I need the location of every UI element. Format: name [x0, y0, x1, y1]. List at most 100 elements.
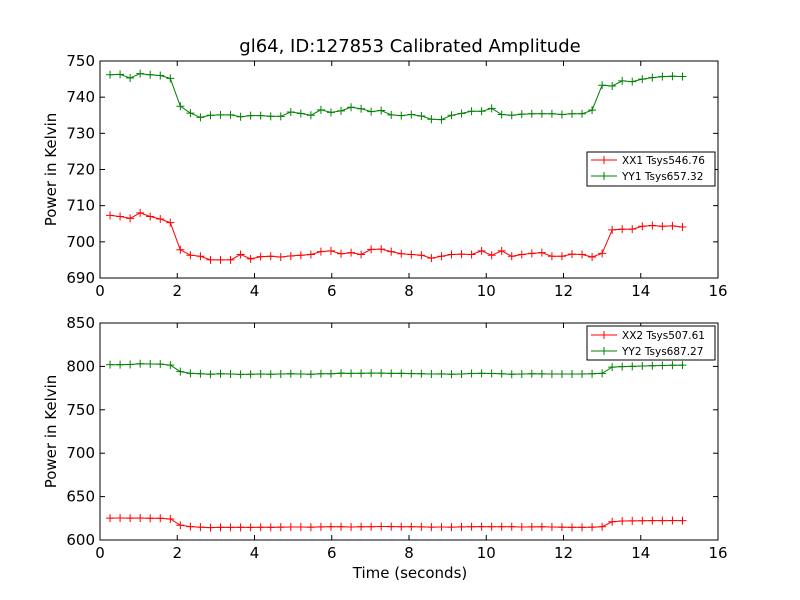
- data-point-xx1-tsys546-76: [557, 252, 566, 261]
- bottom-x-tick-label: 2: [172, 544, 182, 562]
- bottom-ticks: 0 2 4 6 8 10 12 14 16 600 650 700 750 800 850: [66, 314, 727, 562]
- data-point-yy1-tsys657-32: [357, 104, 366, 113]
- data-point-xx2-tsys507-61: [537, 522, 546, 531]
- data-point-yy1-tsys657-32: [668, 72, 677, 81]
- data-point-yy2-tsys687-27: [567, 369, 576, 378]
- data-point-yy2-tsys687-27: [256, 370, 265, 379]
- bottom-x-tick-label: 12: [554, 544, 573, 562]
- data-point-xx1-tsys546-76: [266, 252, 275, 261]
- data-point-xx1-tsys546-76: [136, 208, 145, 217]
- data-point-yy2-tsys687-27: [146, 359, 155, 368]
- top-ticks: 0 2 4 6 8 10 12 14 16 690 700 710 720 730 740 750: [66, 52, 727, 300]
- data-point-xx2-tsys507-61: [377, 522, 386, 531]
- data-point-xx1-tsys546-76: [608, 225, 617, 234]
- top-x-tick-label: 16: [708, 282, 727, 300]
- data-point-xx1-tsys546-76: [638, 222, 647, 231]
- series-line-xx2-tsys507-61: [109, 517, 683, 529]
- x-axis-label: Time (seconds): [352, 564, 468, 582]
- data-point-xx2-tsys507-61: [296, 522, 305, 531]
- data-point-xx1-tsys546-76: [357, 250, 366, 259]
- data-point-xx1-tsys546-76: [397, 249, 406, 258]
- bottom-x-tick-label: 6: [327, 544, 337, 562]
- data-point-xx1-tsys546-76: [497, 246, 506, 255]
- data-point-yy2-tsys687-27: [447, 370, 456, 379]
- data-point-yy1-tsys657-32: [347, 103, 356, 112]
- data-point-xx2-tsys507-61: [206, 523, 215, 532]
- data-point-yy1-tsys657-32: [477, 107, 486, 116]
- data-point-xx1-tsys546-76: [678, 223, 687, 232]
- legend-marker-xx1: [600, 156, 608, 164]
- data-point-yy2-tsys687-27: [578, 369, 587, 378]
- bottom-x-tick-label: 14: [631, 544, 650, 562]
- data-point-yy2-tsys687-27: [326, 369, 335, 378]
- legend-label-yy1: YY1 Tsys657.32: [621, 171, 703, 183]
- data-point-xx2-tsys507-61: [347, 522, 356, 531]
- data-point-xx1-tsys546-76: [537, 248, 546, 257]
- data-point-yy2-tsys687-27: [648, 361, 657, 370]
- data-point-xx1-tsys546-76: [598, 249, 607, 258]
- bottom-y-tick-label: 700: [66, 444, 95, 462]
- top-x-tick-label: 0: [95, 282, 105, 300]
- data-point-xx2-tsys507-61: [427, 523, 436, 532]
- data-point-yy1-tsys657-32: [567, 109, 576, 118]
- bottom-y-axis-label: Power in Kelvin: [42, 375, 60, 489]
- data-point-yy1-tsys657-32: [447, 111, 456, 120]
- data-point-xx2-tsys507-61: [578, 523, 587, 532]
- data-point-yy1-tsys657-32: [547, 109, 556, 118]
- data-point-yy1-tsys657-32: [286, 107, 295, 116]
- bottom-x-tick-label: 8: [404, 544, 414, 562]
- data-point-yy2-tsys687-27: [106, 360, 115, 369]
- data-point-xx2-tsys507-61: [527, 522, 536, 531]
- data-point-xx1-tsys546-76: [106, 211, 115, 220]
- data-point-xx1-tsys546-76: [236, 250, 245, 259]
- data-point-xx2-tsys507-61: [507, 522, 516, 531]
- data-point-yy2-tsys687-27: [266, 370, 275, 379]
- data-point-xx1-tsys546-76: [387, 247, 396, 256]
- data-point-yy1-tsys657-32: [236, 112, 245, 121]
- data-point-yy2-tsys687-27: [216, 369, 225, 378]
- data-point-xx2-tsys507-61: [216, 523, 225, 532]
- data-point-yy2-tsys687-27: [407, 369, 416, 378]
- data-point-yy1-tsys657-32: [467, 107, 476, 116]
- data-point-yy1-tsys657-32: [206, 111, 215, 120]
- data-point-xx2-tsys507-61: [266, 523, 275, 532]
- data-point-yy2-tsys687-27: [437, 369, 446, 378]
- data-point-yy2-tsys687-27: [286, 369, 295, 378]
- data-point-yy1-tsys657-32: [608, 81, 617, 90]
- data-point-xx2-tsys507-61: [557, 523, 566, 532]
- data-point-yy2-tsys687-27: [226, 370, 235, 379]
- data-point-xx1-tsys546-76: [176, 245, 185, 254]
- data-point-yy1-tsys657-32: [517, 110, 526, 119]
- data-point-xx1-tsys546-76: [567, 250, 576, 259]
- data-point-yy1-tsys657-32: [387, 110, 396, 119]
- data-point-xx1-tsys546-76: [467, 250, 476, 259]
- data-point-yy2-tsys687-27: [527, 369, 536, 378]
- data-point-xx1-tsys546-76: [517, 250, 526, 259]
- data-point-yy1-tsys657-32: [527, 109, 536, 118]
- data-point-yy1-tsys657-32: [557, 110, 566, 119]
- data-point-yy2-tsys687-27: [588, 369, 597, 378]
- data-point-xx1-tsys546-76: [668, 221, 677, 230]
- bottom-x-tick-label: 0: [95, 544, 105, 562]
- top-y-tick-label: 720: [66, 161, 95, 179]
- data-point-xx1-tsys546-76: [337, 249, 346, 258]
- data-point-yy1-tsys657-32: [377, 106, 386, 115]
- data-point-xx1-tsys546-76: [166, 218, 175, 227]
- series-xx2-tsys507-61: [106, 513, 687, 532]
- bottom-legend-box: [586, 325, 716, 361]
- data-point-yy2-tsys687-27: [337, 369, 346, 378]
- data-point-yy2-tsys687-27: [557, 369, 566, 378]
- data-point-yy1-tsys657-32: [437, 115, 446, 124]
- legend-label-xx1: XX1 Tsys546.76: [622, 155, 705, 167]
- data-point-xx1-tsys546-76: [296, 251, 305, 260]
- data-point-yy2-tsys687-27: [196, 369, 205, 378]
- data-point-yy1-tsys657-32: [457, 109, 466, 118]
- data-point-xx2-tsys507-61: [447, 523, 456, 532]
- data-point-yy1-tsys657-32: [216, 110, 225, 119]
- data-point-yy2-tsys687-27: [246, 370, 255, 379]
- data-point-yy2-tsys687-27: [367, 369, 376, 378]
- data-point-yy2-tsys687-27: [296, 370, 305, 379]
- data-point-yy2-tsys687-27: [497, 369, 506, 378]
- data-point-xx1-tsys546-76: [658, 222, 667, 231]
- top-x-tick-label: 2: [172, 282, 182, 300]
